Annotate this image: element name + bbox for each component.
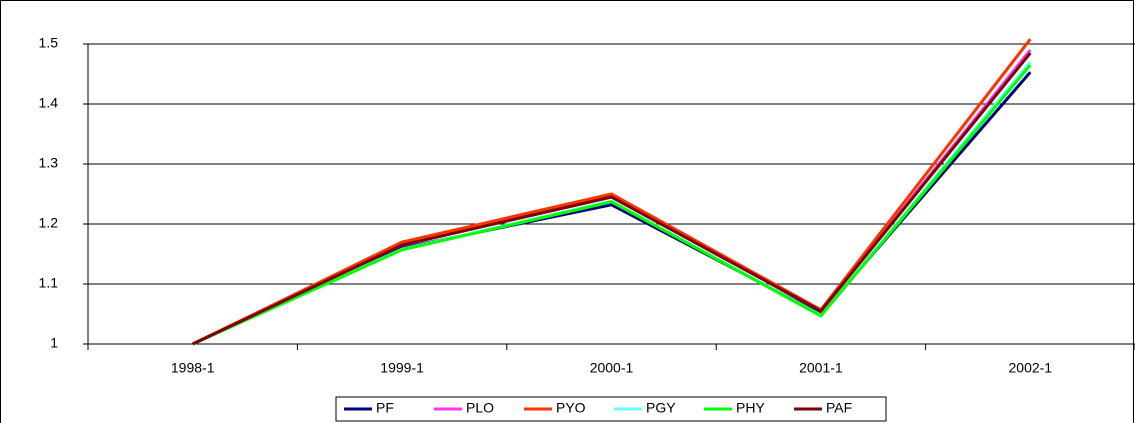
x-tick-label: 1999-1	[380, 360, 424, 376]
x-tick-label: 1998-1	[171, 360, 215, 376]
series-line	[192, 38, 1032, 346]
x-tick-label: 2001-1	[799, 360, 843, 376]
legend-label: PGY	[646, 400, 676, 416]
y-tick-label: 1.2	[39, 215, 59, 231]
legend-label: PLO	[466, 400, 494, 416]
legend-label: PAF	[826, 400, 852, 416]
y-tick-label: 1.1	[39, 275, 59, 291]
x-tick-label: 2000-1	[590, 360, 634, 376]
y-tick-label: 1.5	[39, 35, 59, 51]
series-line	[192, 52, 1032, 346]
legend: PF PLO PYO PGY PHY PAF	[335, 396, 887, 422]
x-tick-label: 2002-1	[1009, 360, 1053, 376]
y-tick-label: 1.4	[39, 95, 59, 111]
legend-label: PF	[376, 400, 394, 416]
y-tick-label: 1	[50, 335, 58, 351]
y-tick-label: 1.3	[39, 155, 59, 171]
series-line	[192, 64, 1032, 346]
legend-label: PHY	[736, 400, 765, 416]
legend-label: PYO	[556, 400, 586, 416]
